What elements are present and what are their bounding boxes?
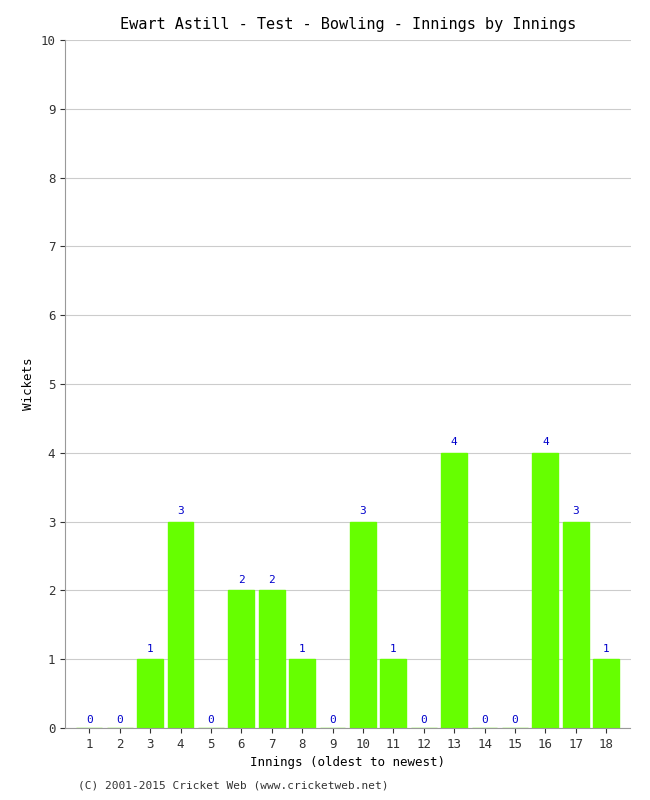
Text: 3: 3 [359,506,367,516]
Bar [259,590,285,728]
Bar [228,590,254,728]
Text: 1: 1 [299,644,305,654]
Text: 0: 0 [86,714,93,725]
Text: 4: 4 [451,438,458,447]
Text: 1: 1 [147,644,153,654]
Bar [350,522,376,728]
X-axis label: Innings (oldest to newest): Innings (oldest to newest) [250,756,445,770]
Bar [563,522,589,728]
Text: 0: 0 [329,714,336,725]
Text: 4: 4 [542,438,549,447]
Bar [168,522,194,728]
Bar [289,659,315,728]
Text: 0: 0 [116,714,123,725]
Bar [441,453,467,728]
Text: 3: 3 [573,506,579,516]
Text: 0: 0 [421,714,427,725]
Text: 0: 0 [512,714,518,725]
Text: 0: 0 [207,714,214,725]
Y-axis label: Wickets: Wickets [21,358,34,410]
Text: 1: 1 [603,644,610,654]
Text: 1: 1 [390,644,396,654]
Text: 3: 3 [177,506,184,516]
Text: (C) 2001-2015 Cricket Web (www.cricketweb.net): (C) 2001-2015 Cricket Web (www.cricketwe… [78,781,389,790]
Text: 0: 0 [481,714,488,725]
Bar [380,659,406,728]
Text: 2: 2 [268,575,275,585]
Title: Ewart Astill - Test - Bowling - Innings by Innings: Ewart Astill - Test - Bowling - Innings … [120,17,576,32]
Bar [593,659,619,728]
Bar [532,453,558,728]
Bar [137,659,163,728]
Text: 2: 2 [238,575,244,585]
